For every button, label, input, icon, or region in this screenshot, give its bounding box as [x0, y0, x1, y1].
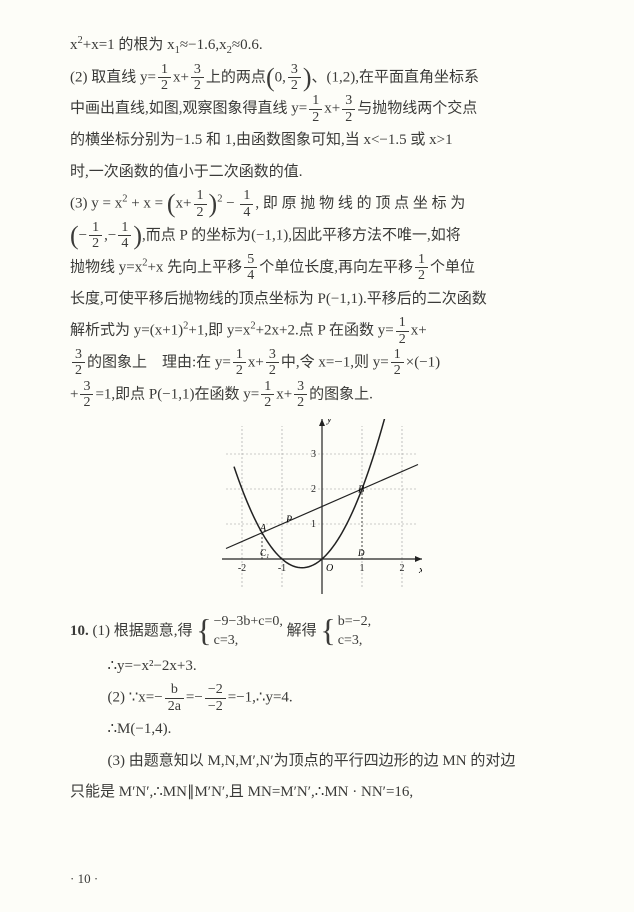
part3-line5: 解析式为 y=(x+1)2+1,即 y=x2+2x+2.点 P 在函数 y=12… [70, 315, 574, 347]
q10-eq2: ∴M(−1,4). [108, 714, 575, 746]
svg-text:P: P [285, 514, 292, 525]
svg-text:3: 3 [311, 449, 316, 460]
part3-line6: 32的图象上 理由:在 y=12x+32中,令 x=−1,则 y=12×(−1) [70, 347, 574, 379]
line-roots: x2+x=1 的根为 x1≈−1.6,x2≈0.6. [70, 30, 574, 62]
svg-text:x: x [418, 564, 422, 576]
svg-text:-1: -1 [278, 563, 286, 574]
svg-text:y: y [326, 419, 332, 425]
page: x2+x=1 的根为 x1≈−1.6,x2≈0.6. (2) 取直线 y=12x… [0, 0, 634, 912]
part3-line1: (3) y = x2 + x = (x+12)2 − 14, 即 原 抛 物 线… [70, 188, 574, 220]
svg-text:C₁: C₁ [260, 548, 269, 558]
svg-text:O: O [326, 563, 333, 574]
part2-line4: 时,一次函数的值小于二次函数的值. [70, 157, 574, 189]
part2-line3: 的横坐标分别为−1.5 和 1,由函数图象可知,当 x<−1.5 或 x>1 [70, 125, 574, 157]
q10-part3b: 只能是 M′N′,∴MN∥M′N′,且 MN=M′N′,∴MN · NN′=16… [70, 777, 574, 809]
svg-text:1: 1 [311, 519, 316, 530]
part3-line3: 抛物线 y=x2+x 先向上平移54个单位长度,再向左平移12个单位 [70, 252, 574, 284]
question-10: 10. (1) 根据题意,得 {−9−3b+c=0,c=3, 解得 {b=−2,… [70, 612, 574, 809]
svg-text:D: D [357, 548, 365, 558]
svg-text:1: 1 [360, 563, 365, 574]
part3-line2: (−12,−14),而点 P 的坐标为(−1,1),因此平移方法不唯一,如将 [70, 220, 574, 252]
q10-eq1: ∴y=−x²−2x+3. [108, 651, 575, 683]
q10-part3a: (3) 由题意知以 M,N,M′,N′为顶点的平行四边形的边 MN 的对边 [108, 746, 575, 778]
part3-line4: 长度,可使平移后抛物线的顶点坐标为 P(−1,1).平移后的二次函数 [70, 284, 574, 316]
graph: -2 -1 1 2 1 2 3 y x O A P B C₁ D [70, 419, 574, 594]
svg-text:A: A [259, 523, 267, 534]
svg-text:2: 2 [400, 563, 405, 574]
q10-part1: 10. (1) 根据题意,得 {−9−3b+c=0,c=3, 解得 {b=−2,… [70, 612, 574, 651]
svg-text:2: 2 [311, 484, 316, 495]
part2-line1: (2) 取直线 y=12x+32上的两点(0,32)、(1,2),在平面直角坐标… [70, 62, 574, 94]
svg-text:-2: -2 [238, 563, 246, 574]
q10-part2: (2) ∵x=−b2a=−−2−2=−1,∴y=4. [108, 682, 575, 714]
part2-line2: 中画出直线,如图,观察图象得直线 y=12x+32与抛物线两个交点 [70, 93, 574, 125]
page-number: · 10 · [70, 865, 98, 892]
svg-text:B: B [358, 484, 364, 495]
part3-line7: +32=1,即点 P(−1,1)在函数 y=12x+32的图象上. [70, 379, 574, 411]
